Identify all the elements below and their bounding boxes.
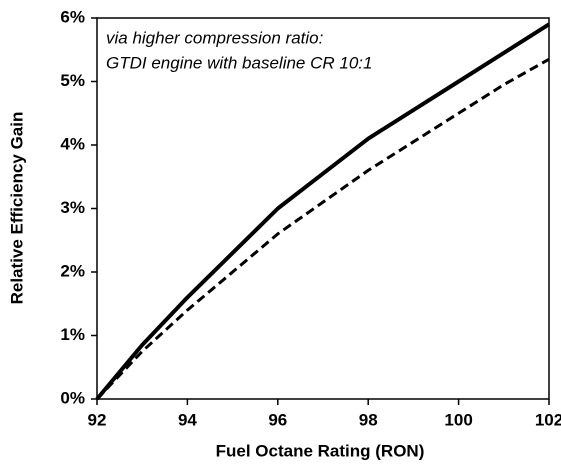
y-tick-label: 6%: [60, 7, 85, 26]
y-tick-label: 0%: [60, 388, 85, 407]
y-tick-label: 5%: [60, 71, 85, 90]
y-tick-label: 1%: [60, 325, 85, 344]
x-tick-label: 100: [444, 410, 472, 429]
y-axis-label: Relative Efficiency Gain: [7, 112, 26, 305]
y-tick-label: 4%: [60, 134, 85, 153]
x-tick-label: 94: [178, 410, 197, 429]
annotation: GTDI engine with baseline CR 10:1: [106, 53, 372, 72]
annotation: via higher compression ratio:: [106, 28, 324, 47]
x-tick-label: 102: [535, 410, 561, 429]
plot-frame: [96, 17, 550, 400]
line-series: [95, 57, 550, 401]
x-axis-label: Fuel Octane Rating (RON): [216, 441, 425, 460]
y-tick-label: 3%: [60, 198, 85, 217]
x-tick-label: 98: [359, 410, 378, 429]
y-tick-label: 2%: [60, 261, 85, 280]
line-series: [95, 22, 551, 401]
x-tick-label: 96: [268, 410, 287, 429]
x-tick-label: 92: [88, 410, 107, 429]
